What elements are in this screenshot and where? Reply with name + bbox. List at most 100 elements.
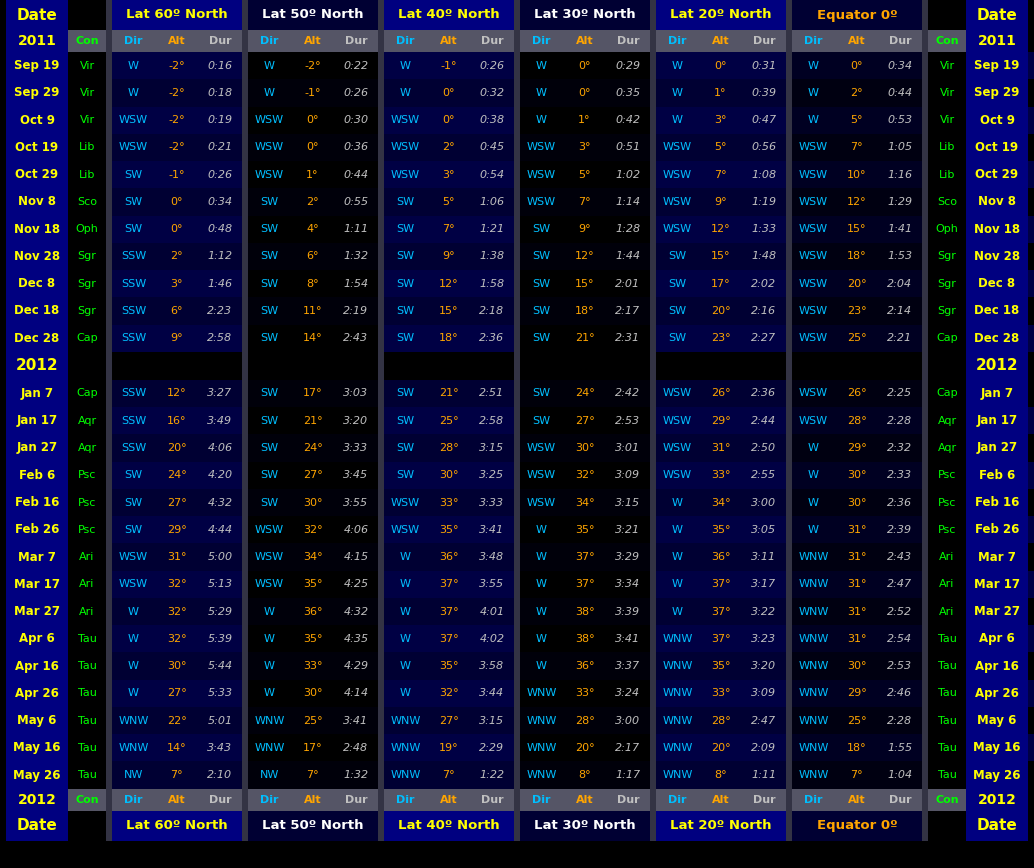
Text: Oct 19: Oct 19 [16, 141, 59, 154]
Text: 3°: 3° [171, 279, 183, 289]
Text: 0°: 0° [306, 115, 318, 125]
Bar [6, 680, 1034, 707]
Text: 1:02: 1:02 [615, 169, 640, 180]
Text: 0°: 0° [443, 115, 455, 125]
Bar [6, 734, 68, 761]
Bar [107, 707, 112, 734]
Text: WSW: WSW [527, 443, 556, 453]
Bar [68, 243, 107, 270]
Bar [384, 188, 514, 215]
Bar [378, 653, 384, 680]
Bar [792, 761, 922, 789]
Text: 2:02: 2:02 [752, 279, 777, 289]
Bar [922, 107, 927, 134]
Bar [656, 134, 786, 161]
Text: 34°: 34° [303, 552, 323, 562]
Text: WSW: WSW [799, 224, 828, 234]
Text: 3:37: 3:37 [615, 661, 640, 671]
Text: Nov 28: Nov 28 [974, 250, 1021, 263]
Bar [520, 761, 650, 789]
Bar [922, 489, 927, 516]
Text: 29°: 29° [847, 688, 866, 699]
Bar [786, 298, 792, 325]
Bar [68, 52, 107, 79]
Bar [378, 161, 384, 188]
Text: Sep 19: Sep 19 [14, 59, 60, 72]
Bar [248, 270, 378, 298]
Bar [378, 811, 384, 841]
Text: 3:03: 3:03 [343, 389, 368, 398]
Bar [6, 161, 68, 188]
Text: WNW: WNW [526, 715, 556, 726]
Text: Aqr: Aqr [78, 416, 96, 425]
Text: 3:15: 3:15 [615, 497, 640, 508]
Bar [650, 434, 656, 462]
Text: 30°: 30° [438, 470, 458, 480]
Bar [514, 325, 520, 352]
Text: SW: SW [533, 333, 550, 343]
Text: 2:16: 2:16 [752, 306, 777, 316]
Text: Tau: Tau [78, 770, 96, 780]
Text: 1:28: 1:28 [615, 224, 640, 234]
Bar [6, 489, 1034, 516]
Bar [922, 79, 927, 107]
Bar [792, 407, 922, 434]
Text: Lib: Lib [79, 142, 95, 153]
Text: 36°: 36° [575, 661, 595, 671]
Bar [922, 434, 927, 462]
Bar [792, 543, 922, 570]
Text: WSW: WSW [663, 197, 692, 207]
Text: Dir: Dir [804, 36, 823, 46]
Text: 8°: 8° [714, 770, 727, 780]
Text: Cap: Cap [77, 389, 98, 398]
Bar [68, 680, 107, 707]
Text: 1:11: 1:11 [752, 770, 777, 780]
Text: 0:38: 0:38 [480, 115, 505, 125]
Bar [966, 653, 1028, 680]
Bar [6, 380, 1034, 407]
Bar [378, 243, 384, 270]
Bar [650, 811, 656, 841]
Text: Apr 26: Apr 26 [16, 687, 59, 700]
Bar [384, 352, 514, 380]
Bar [786, 543, 792, 570]
Bar [650, 134, 656, 161]
Text: 15°: 15° [710, 252, 730, 261]
Bar [520, 270, 650, 298]
Text: 5°: 5° [443, 197, 455, 207]
Bar [384, 79, 514, 107]
Bar [107, 134, 112, 161]
Bar [248, 570, 378, 598]
Bar [112, 161, 242, 188]
Text: 25°: 25° [847, 715, 866, 726]
Text: 18°: 18° [847, 743, 866, 753]
Bar [6, 625, 68, 653]
Text: 2012: 2012 [16, 358, 58, 373]
Bar [927, 188, 966, 215]
Bar [242, 543, 248, 570]
Text: 1:54: 1:54 [343, 279, 368, 289]
Bar [514, 625, 520, 653]
Bar [378, 789, 384, 811]
Bar [520, 380, 650, 407]
Text: 2:33: 2:33 [887, 470, 913, 480]
Bar [384, 516, 514, 543]
Text: 12°: 12° [166, 389, 186, 398]
Bar [656, 161, 786, 188]
Text: Sgr: Sgr [78, 252, 96, 261]
Text: 2:43: 2:43 [343, 333, 368, 343]
Bar [242, 707, 248, 734]
Text: 2:55: 2:55 [752, 470, 777, 480]
Bar [107, 680, 112, 707]
Bar [966, 680, 1028, 707]
Text: 32°: 32° [166, 579, 186, 589]
Text: SW: SW [261, 497, 278, 508]
Text: 3:09: 3:09 [752, 688, 777, 699]
Bar [107, 407, 112, 434]
Text: 21°: 21° [575, 333, 595, 343]
Text: 27°: 27° [575, 416, 595, 425]
Text: 0:26: 0:26 [208, 169, 233, 180]
Bar [68, 215, 107, 243]
Text: Dec 8: Dec 8 [19, 277, 56, 290]
Bar [966, 270, 1028, 298]
